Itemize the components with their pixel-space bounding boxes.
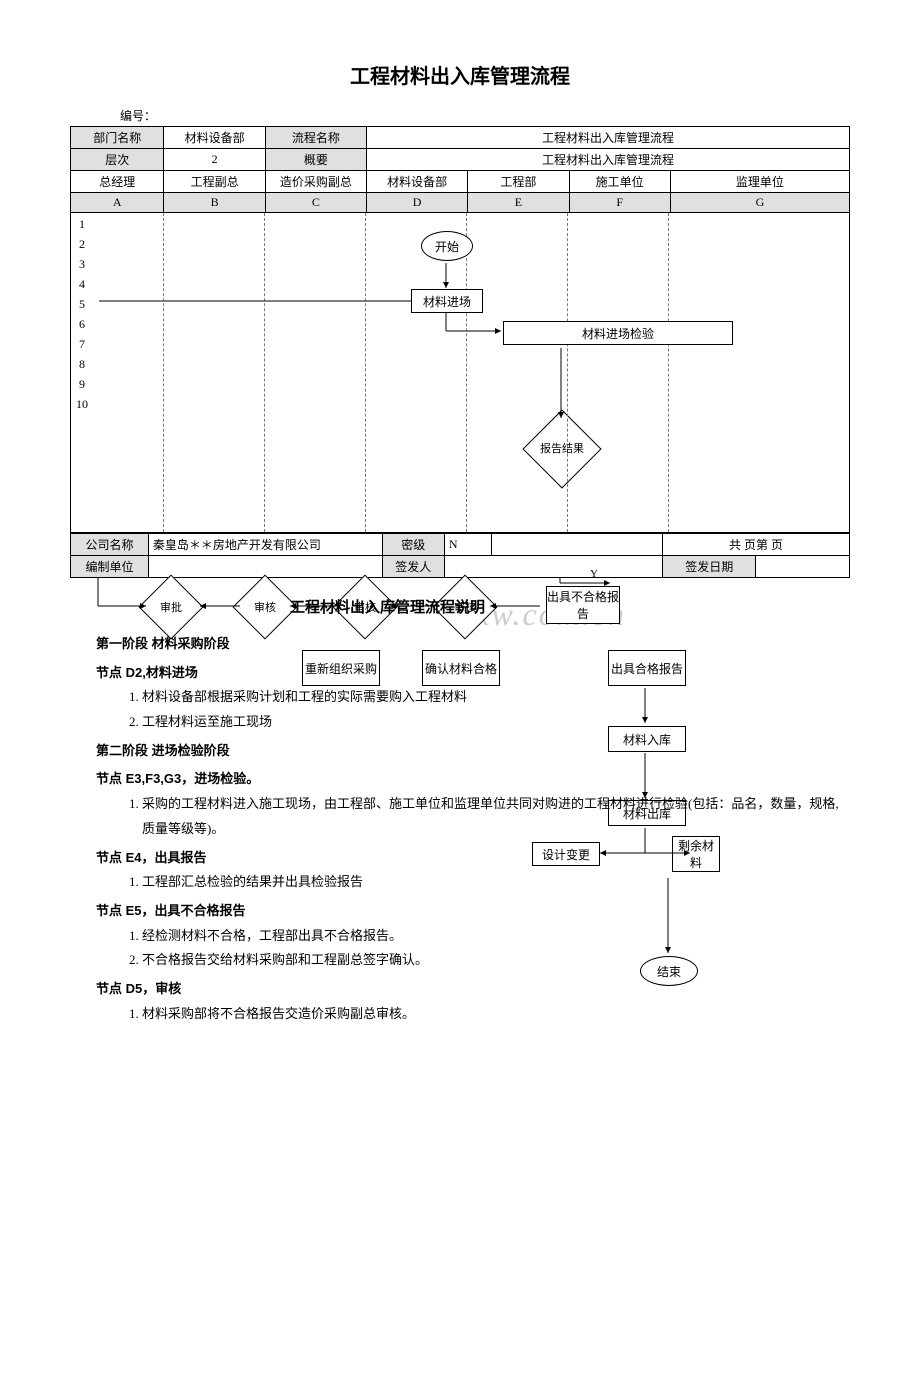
header-table: 部门名称 材料设备部 流程名称 工程材料出入库管理流程 层次 2 概要 工程材料… — [70, 126, 850, 213]
col-a: 总经理 — [99, 175, 135, 189]
e4-item-1: 工程部汇总检验的结果并出具检验报告 — [142, 870, 850, 895]
let-e: E — [515, 195, 522, 209]
d2-item-1: 材料设备部根据采购计划和工程的实际需要购入工程材料 — [142, 685, 850, 710]
level-value: 2 — [212, 152, 218, 166]
stage1-title: 第一阶段 材料采购阶段 — [96, 632, 850, 657]
e4-list: 工程部汇总检验的结果并出具检验报告 — [142, 870, 850, 895]
row-1: 1 — [71, 217, 93, 232]
col-b: 工程副总 — [191, 175, 239, 189]
col-e: 工程部 — [500, 175, 536, 189]
let-a: A — [113, 195, 122, 209]
summary-label: 概要 — [304, 153, 328, 167]
row-3: 3 — [71, 257, 93, 272]
issuer-label: 签发人 — [395, 560, 431, 574]
e4-title: 节点 E4，出具报告 — [96, 846, 850, 871]
overlay-region: zixw.com.cn Y 审批 审核 审核 审核 出具不合 — [70, 578, 850, 1338]
e5-list: 经检测材料不合格，工程部出具不合格报告。 不合格报告交给材料采购部和工程副总签字… — [142, 924, 850, 973]
node-fail-report: 出具不合格报告 — [546, 586, 620, 624]
row-5: 5 — [71, 297, 93, 312]
page-label: 共 页第 页 — [729, 538, 783, 552]
let-d: D — [413, 195, 422, 209]
col-f: 施工单位 — [596, 175, 644, 189]
node-inspection: 材料进场检验 — [503, 321, 733, 345]
row-2: 2 — [71, 237, 93, 252]
d2-title: 节点 D2,材料进场 — [96, 661, 850, 686]
d5-item-1: 材料采购部将不合格报告交造价采购副总审核。 — [142, 1002, 850, 1027]
e5-item-2: 不合格报告交给材料采购部和工程副总签字确认。 — [142, 948, 850, 973]
flowchart-area: 1 2 3 4 5 6 7 8 9 10 开始 材料进场 材料进场检验 报告结果 — [70, 213, 850, 533]
stage2-title: 第二阶段 进场检验阶段 — [96, 739, 850, 764]
serial-label: 编号： — [120, 107, 850, 124]
e3-title: 节点 E3,F3,G3，进场检验。 — [96, 767, 850, 792]
d5-title: 节点 D5，审核 — [96, 977, 850, 1002]
let-b: B — [211, 195, 219, 209]
col-c: 造价采购副总 — [280, 175, 352, 189]
issue-date-label: 签发日期 — [685, 560, 733, 574]
flowname-label: 流程名称 — [292, 131, 340, 145]
d5-list: 材料采购部将不合格报告交造价采购副总审核。 — [142, 1002, 850, 1027]
secrecy-label: 密级 — [401, 538, 425, 552]
e5-item-1: 经检测材料不合格，工程部出具不合格报告。 — [142, 924, 850, 949]
page-title: 工程材料出入库管理流程 — [70, 60, 850, 89]
let-g: G — [756, 195, 765, 209]
dept-value: 材料设备部 — [185, 131, 245, 145]
e3-list: 采购的工程材料进入施工现场，由工程部、施工单位和监理单位共同对购进的工程材料进行… — [142, 792, 850, 841]
level-label: 层次 — [105, 153, 129, 167]
node-report-result: 报告结果 — [534, 421, 590, 477]
row-8: 8 — [71, 357, 93, 372]
node-material-in: 材料进场 — [411, 289, 483, 313]
e3-item-1: 采购的工程材料进入施工现场，由工程部、施工单位和监理单位共同对购进的工程材料进行… — [142, 792, 850, 841]
meta-table: 公司名称 秦皇岛＊＊房地产开发有限公司 密级 N 共 页第 页 编制单位 签发人… — [70, 533, 850, 578]
let-c: C — [312, 195, 320, 209]
col-g: 监理单位 — [736, 175, 784, 189]
company-label: 公司名称 — [85, 538, 133, 552]
node-approve: 审批 — [148, 584, 194, 630]
summary-value: 工程材料出入库管理流程 — [542, 153, 674, 167]
company-value: 秦皇岛＊＊房地产开发有限公司 — [153, 538, 321, 552]
row-9: 9 — [71, 377, 93, 392]
d2-item-2: 工程材料运至施工现场 — [142, 710, 850, 735]
col-d: 材料设备部 — [387, 175, 447, 189]
node-start: 开始 — [421, 231, 473, 261]
flowname-value: 工程材料出入库管理流程 — [542, 131, 674, 145]
e5-title: 节点 E5，出具不合格报告 — [96, 899, 850, 924]
label-y: Y — [590, 568, 598, 580]
node-review-b: 审核 — [242, 584, 288, 630]
row-4: 4 — [71, 277, 93, 292]
subtitle: 工程材料出入库管理流程说明 — [290, 596, 485, 617]
unit-label: 编制单位 — [85, 560, 133, 574]
row-10: 10 — [71, 397, 93, 412]
row-6: 6 — [71, 317, 93, 332]
let-f: F — [616, 195, 623, 209]
secrecy-value: N — [449, 537, 458, 551]
flow-lines — [71, 213, 849, 532]
row-7: 7 — [71, 337, 93, 352]
d2-list: 材料设备部根据采购计划和工程的实际需要购入工程材料 工程材料运至施工现场 — [142, 685, 850, 734]
dept-label: 部门名称 — [93, 131, 141, 145]
